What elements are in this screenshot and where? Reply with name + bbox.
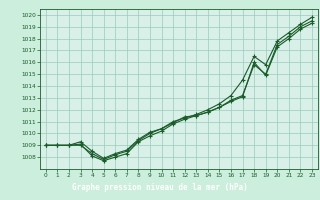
Text: Graphe pression niveau de la mer (hPa): Graphe pression niveau de la mer (hPa) — [72, 182, 248, 192]
